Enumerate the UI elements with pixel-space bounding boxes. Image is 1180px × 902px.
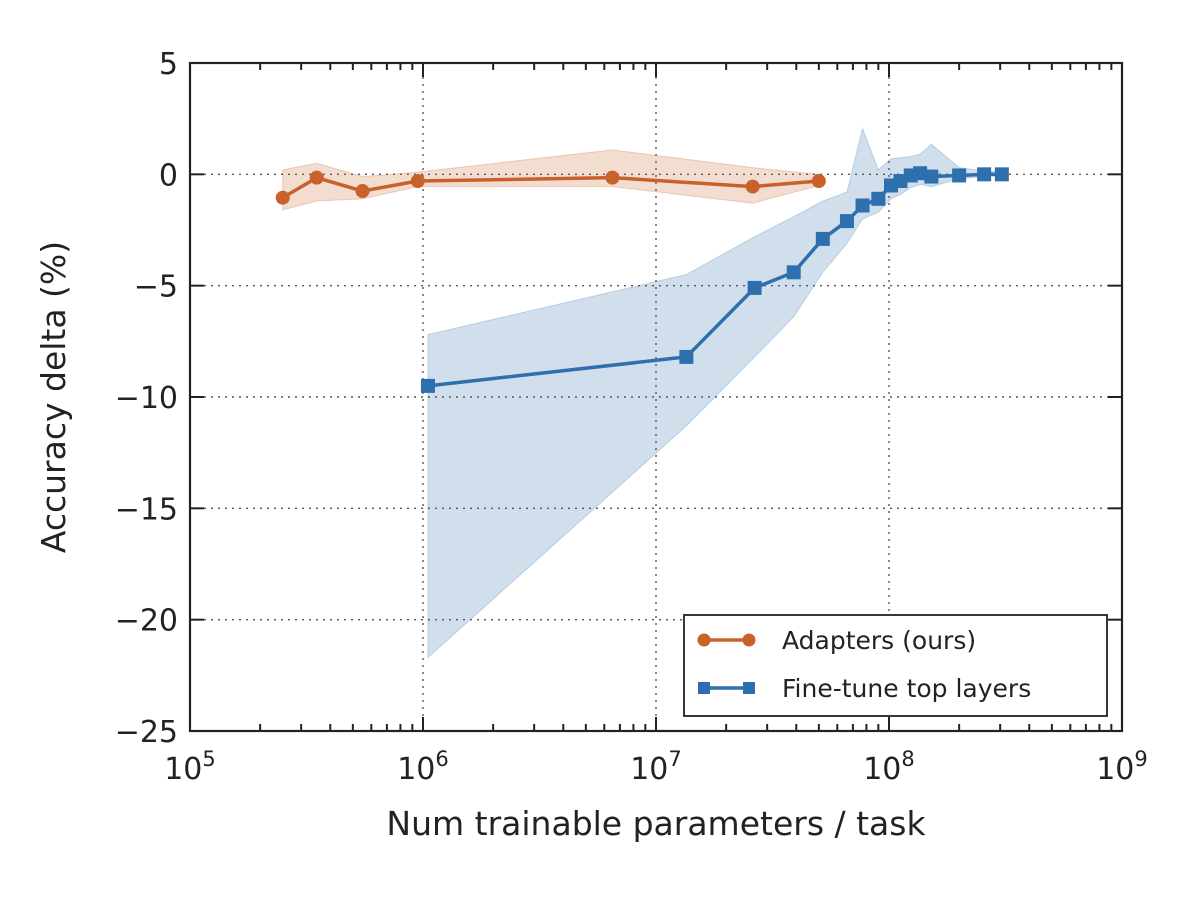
series-lines: [275, 166, 1009, 393]
y-axis-title: Accuracy delta (%): [34, 241, 73, 553]
data-point: [420, 378, 435, 393]
data-point: [605, 170, 620, 185]
data-point: [815, 231, 830, 246]
x-tick-label: 105: [164, 747, 216, 787]
y-tick-label: 5: [159, 47, 178, 82]
confidence-band-1: [427, 127, 1003, 659]
data-point: [747, 280, 762, 295]
data-point: [994, 167, 1009, 182]
data-point: [786, 265, 801, 280]
legend-marker-fine-tune: [743, 682, 755, 694]
data-point: [309, 170, 324, 185]
y-tick-label: −20: [115, 604, 178, 639]
legend-label-fine-tune: Fine-tune top layers: [782, 674, 1031, 703]
y-tick-label: −25: [115, 715, 178, 750]
x-tick-label: 107: [630, 747, 682, 787]
grid-lines: [190, 63, 1122, 731]
data-point: [855, 198, 870, 213]
data-point: [871, 191, 886, 206]
confidence-bands: [282, 127, 1003, 659]
y-tick-label: 0: [159, 158, 178, 193]
legend-marker-adapters: [742, 633, 756, 647]
data-point: [410, 174, 425, 189]
axis-ticks: [189, 62, 1123, 732]
data-point: [745, 179, 760, 194]
x-tick-label: 106: [397, 747, 449, 787]
data-point: [355, 184, 370, 199]
data-point: [275, 190, 290, 205]
legend: Adapters (ours) Fine-tune top layers: [683, 614, 1108, 717]
y-tick-label: −10: [115, 381, 178, 416]
tick-labels: 105 106 107 108 109 5 0 −5 −10 −15 −20 −25: [115, 47, 1148, 787]
legend-marker-fine-tune: [698, 682, 710, 694]
data-point: [913, 166, 928, 181]
data-point: [839, 214, 854, 229]
legend-marker-adapters: [697, 633, 711, 647]
data-point: [977, 167, 992, 182]
y-tick-label: −15: [115, 492, 178, 527]
y-tick-label: −5: [134, 270, 178, 305]
data-point: [679, 349, 694, 364]
x-tick-label: 108: [863, 747, 915, 787]
data-point: [952, 168, 967, 183]
x-tick-label: 109: [1096, 747, 1148, 787]
legend-label-adapters: Adapters (ours): [782, 626, 976, 655]
data-point: [811, 174, 826, 189]
legend-box: [683, 614, 1108, 717]
x-axis-title: Num trainable parameters / task: [386, 804, 926, 843]
data-point: [924, 169, 939, 184]
